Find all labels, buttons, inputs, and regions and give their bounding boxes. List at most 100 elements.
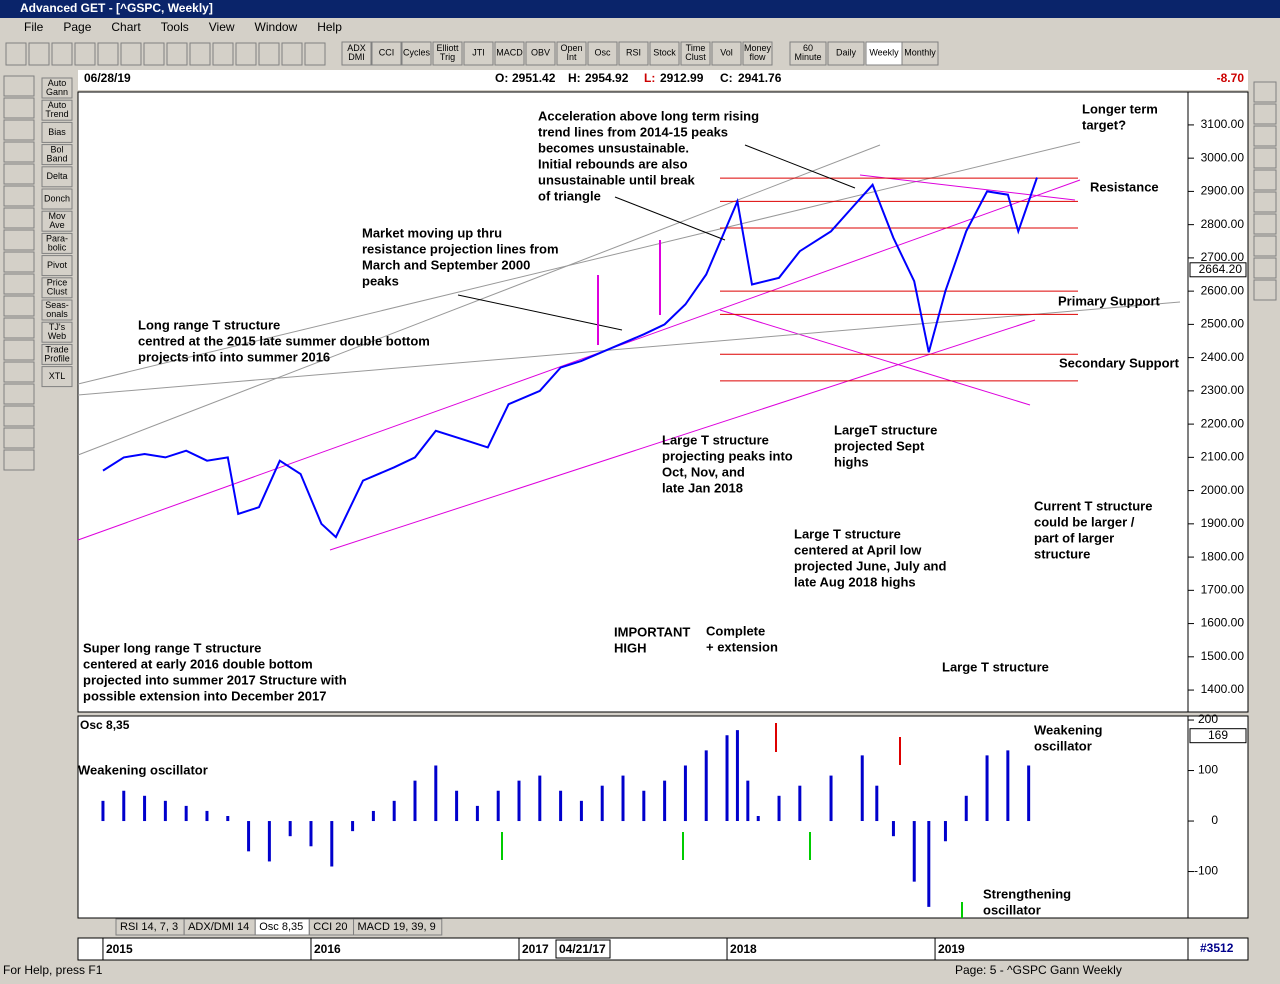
side-icon[interactable] [3, 317, 35, 339]
tool-icon[interactable] [5, 42, 27, 66]
side-icon[interactable] [3, 383, 35, 405]
tool-icon[interactable] [166, 42, 188, 66]
side-icon[interactable] [3, 273, 35, 295]
side-icon[interactable] [3, 75, 35, 97]
annotation: Resistance [1090, 179, 1159, 194]
toolbar-button[interactable] [463, 41, 494, 66]
tab-box[interactable] [353, 918, 443, 936]
toolbar-button[interactable] [827, 41, 865, 66]
toolbar-button[interactable] [432, 41, 463, 66]
sidebar-button[interactable] [41, 255, 73, 277]
right-icon[interactable] [1253, 125, 1277, 147]
side-icon[interactable] [3, 427, 35, 449]
menu-item[interactable]: View [209, 20, 235, 34]
side-icon[interactable] [3, 229, 35, 251]
tool-icon[interactable] [97, 42, 119, 66]
x-tick-label: 2016 [314, 942, 341, 956]
tab[interactable]: ADX/DMI 14 [188, 921, 249, 933]
right-icon[interactable] [1253, 147, 1277, 169]
tool-icon[interactable] [120, 42, 142, 66]
menu-item[interactable]: Page [63, 20, 91, 34]
menu-item[interactable]: Tools [161, 20, 189, 34]
sidebar-button[interactable] [41, 121, 73, 143]
sidebar-button[interactable] [41, 166, 73, 188]
toolbar-button[interactable] [525, 41, 556, 66]
toolbar-button[interactable] [371, 41, 402, 66]
side-icon[interactable] [3, 295, 35, 317]
right-icon[interactable] [1253, 103, 1277, 125]
right-icon[interactable] [1253, 191, 1277, 213]
sidebar-button[interactable] [41, 321, 73, 343]
side-icon[interactable] [3, 449, 35, 471]
tool-icon[interactable] [28, 42, 50, 66]
sidebar-button[interactable] [41, 210, 73, 232]
status-bar [0, 962, 1280, 979]
price-axis [1187, 91, 1249, 713]
tool-icon[interactable] [189, 42, 211, 66]
tab[interactable]: MACD 19, 39, 9 [358, 921, 436, 933]
sidebar-button[interactable] [41, 343, 73, 365]
side-icon[interactable] [3, 185, 35, 207]
toolbar-button[interactable] [618, 41, 649, 66]
tab[interactable]: RSI 14, 7, 3 [120, 921, 178, 933]
osc-annotation: oscillator [1034, 738, 1092, 753]
toolbar-button[interactable] [649, 41, 680, 66]
toolbar-button[interactable] [742, 41, 773, 66]
toolbar-label: RSI [626, 47, 641, 57]
tab[interactable]: CCI 20 [313, 921, 347, 933]
sidebar-button[interactable] [41, 99, 73, 121]
quote-bar [78, 70, 1248, 90]
sidebar-button[interactable] [41, 188, 73, 210]
right-icon[interactable] [1253, 81, 1277, 103]
osc-annotation: oscillator [983, 902, 1041, 917]
right-icon[interactable] [1253, 213, 1277, 235]
tool-icon[interactable] [281, 42, 303, 66]
right-icon[interactable] [1253, 235, 1277, 257]
tool-icon[interactable] [143, 42, 165, 66]
side-icon[interactable] [3, 119, 35, 141]
tool-icon[interactable] [212, 42, 234, 66]
tool-icon[interactable] [304, 42, 326, 66]
toolbar-button[interactable] [901, 41, 939, 66]
toolbar-button[interactable] [494, 41, 525, 66]
side-icon[interactable] [3, 361, 35, 383]
menu-item[interactable]: File [24, 20, 44, 34]
menu-item[interactable]: Chart [111, 20, 141, 34]
y-tick-label: 2700.00 [1201, 250, 1245, 264]
side-icon[interactable] [3, 251, 35, 273]
side-icon[interactable] [3, 207, 35, 229]
side-icon[interactable] [3, 163, 35, 185]
sidebar-button[interactable] [41, 299, 73, 321]
toolbar-button[interactable] [401, 41, 432, 66]
side-icon[interactable] [3, 339, 35, 361]
tool-icon[interactable] [235, 42, 257, 66]
toolbar-button[interactable] [341, 41, 372, 66]
toolbar-button[interactable] [556, 41, 587, 66]
sidebar-button[interactable] [41, 277, 73, 299]
toolbar-button[interactable] [680, 41, 711, 66]
annotation: late Aug 2018 highs [794, 574, 916, 589]
x-tick-label: 2015 [106, 942, 133, 956]
tool-icon[interactable] [258, 42, 280, 66]
side-icon[interactable] [3, 141, 35, 163]
toolbar-button[interactable] [587, 41, 618, 66]
sidebar-button[interactable] [41, 366, 73, 388]
toolbar-button[interactable] [789, 41, 827, 66]
open: 2951.42 [512, 71, 556, 85]
toolbar-button[interactable] [711, 41, 742, 66]
menu-item[interactable]: Window [255, 20, 298, 34]
sidebar-button[interactable] [41, 144, 73, 166]
right-icon[interactable] [1253, 169, 1277, 191]
sidebar-button[interactable] [41, 232, 73, 254]
tab[interactable]: Osc 8,35 [259, 921, 303, 933]
tool-icon[interactable] [74, 42, 96, 66]
right-icon[interactable] [1253, 279, 1277, 301]
menu-item[interactable]: Help [317, 20, 342, 34]
side-icon[interactable] [3, 405, 35, 427]
status-right: Page: 5 - ^GSPC Gann Weekly [955, 963, 1122, 977]
trend-line [329, 319, 1036, 551]
tool-icon[interactable] [51, 42, 73, 66]
right-icon[interactable] [1253, 257, 1277, 279]
sidebar-button[interactable] [41, 77, 73, 99]
side-icon[interactable] [3, 97, 35, 119]
